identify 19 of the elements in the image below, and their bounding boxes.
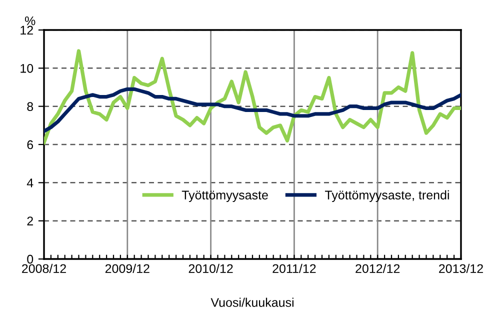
line-series	[44, 49, 461, 144]
y-tick-label: 4	[26, 178, 34, 188]
x-tick-label: 2011/12	[272, 264, 316, 274]
y-tick-label: 8	[27, 102, 34, 111]
line-series	[44, 87, 461, 133]
y-tick-label: 0	[27, 254, 34, 264]
x-tick-label: 2013/12	[439, 264, 483, 274]
y-tick-label: 2	[27, 216, 33, 226]
x-tick-label: 2008/12	[22, 264, 66, 274]
x-axis-title: Vuosi/kuukausi	[210, 298, 294, 307]
x-tick-label: 2009/12	[105, 264, 150, 274]
y-tick-label: 12	[20, 26, 33, 35]
legend-label: Työttömyysaste	[182, 190, 268, 202]
legend-label: Työttömyysaste, trendi	[324, 190, 449, 202]
y-tick-label: 10	[20, 64, 34, 73]
y-axis-title: %	[24, 16, 36, 26]
x-tick-label: 2010/12	[188, 264, 233, 274]
y-tick-label: 6	[27, 140, 34, 150]
x-tick-label: 2012/12	[356, 264, 400, 274]
